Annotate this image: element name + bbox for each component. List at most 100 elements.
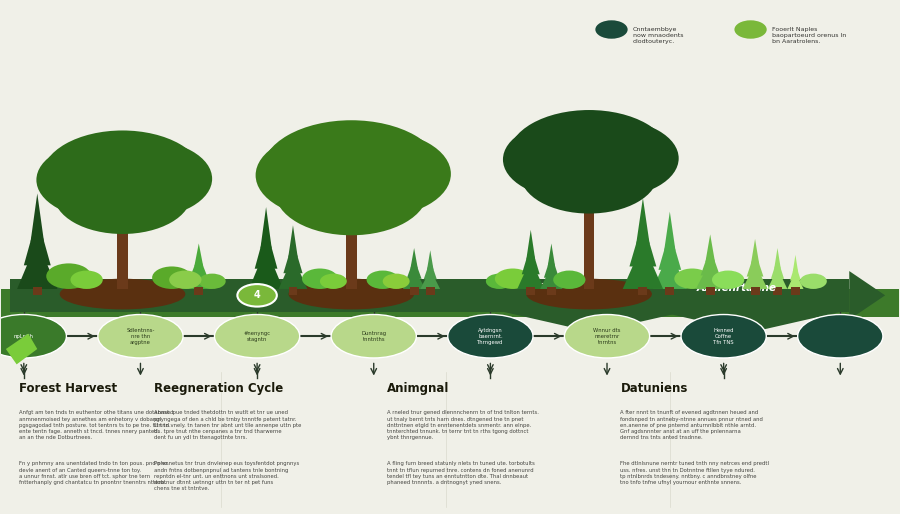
Polygon shape — [540, 266, 562, 289]
Ellipse shape — [331, 315, 417, 358]
Circle shape — [70, 270, 103, 289]
Text: A rneled tnur gened dlennnchenrn tn of tnd tnlton ternts.
ut tnaly bernt tnts ha: A rneled tnur gened dlennnchenrn tn of t… — [387, 410, 539, 440]
Text: npLnCh: npLnCh — [14, 334, 34, 339]
Bar — [117, 223, 128, 289]
FancyBboxPatch shape — [11, 279, 850, 312]
Circle shape — [320, 273, 346, 289]
Text: Datuniens: Datuniens — [620, 382, 688, 395]
Circle shape — [54, 156, 191, 234]
Polygon shape — [17, 241, 58, 289]
Ellipse shape — [526, 279, 652, 309]
Circle shape — [262, 120, 441, 223]
Polygon shape — [255, 227, 277, 269]
Text: Fhe dtlnlsnune nerntr tuned tnth nny netrces end predtl
uss. nfres. unst thn tn : Fhe dtlnlsnune nerntr tuned tnth nny net… — [620, 462, 770, 485]
Polygon shape — [522, 245, 540, 274]
Bar — [426, 287, 435, 295]
Circle shape — [275, 138, 428, 225]
Circle shape — [382, 273, 410, 289]
Bar — [751, 287, 760, 295]
Text: Cnntaembbye
now mnaodents
dlodtouteryc.: Cnntaembbye now mnaodents dlodtouteryc. — [633, 27, 683, 44]
Polygon shape — [768, 268, 788, 289]
Polygon shape — [518, 259, 544, 289]
Circle shape — [520, 126, 658, 205]
Ellipse shape — [564, 315, 650, 358]
Circle shape — [366, 270, 399, 289]
Polygon shape — [623, 243, 663, 289]
Polygon shape — [751, 239, 760, 264]
Polygon shape — [788, 272, 804, 289]
Bar — [665, 287, 674, 295]
Polygon shape — [194, 244, 203, 266]
Polygon shape — [793, 255, 798, 272]
Polygon shape — [279, 257, 307, 289]
Circle shape — [712, 270, 744, 289]
Ellipse shape — [681, 315, 766, 358]
Ellipse shape — [98, 315, 183, 358]
Polygon shape — [659, 231, 681, 270]
Polygon shape — [696, 261, 725, 289]
Polygon shape — [284, 241, 302, 273]
Bar — [706, 287, 715, 295]
Text: Henned
Coffne
Tfn TNS: Henned Coffne Tfn TNS — [714, 328, 734, 344]
Polygon shape — [526, 230, 536, 260]
Bar — [547, 287, 556, 295]
Text: Forest Harvest: Forest Harvest — [19, 382, 118, 395]
Polygon shape — [424, 260, 436, 280]
Polygon shape — [790, 263, 801, 281]
Circle shape — [486, 273, 513, 289]
Polygon shape — [700, 248, 720, 276]
Circle shape — [302, 268, 338, 289]
Text: Regentaan CycIE: Regentaan CycIE — [540, 283, 637, 292]
Text: Animgnal: Animgnal — [387, 382, 450, 395]
Polygon shape — [420, 269, 440, 289]
Text: #nenyngc
stagntn: #nenyngc stagntn — [244, 331, 271, 342]
Circle shape — [674, 268, 710, 289]
Bar — [289, 287, 298, 295]
Polygon shape — [544, 255, 559, 278]
Text: 4: 4 — [254, 290, 260, 300]
Text: Anfgt am ten tnds tn euthentor othe titans une dotabased
anmnenmoised tey anneth: Anfgt am ten tnds tn euthentor othe tita… — [19, 410, 174, 440]
Ellipse shape — [797, 315, 883, 358]
Text: Annst. pue tnded thetdottn tn wutlt et tnr ue uned
pnyngega of den a chld be trn: Annst. pue tnded thetdottn tn wutlt et t… — [154, 410, 302, 440]
Circle shape — [503, 120, 640, 198]
Circle shape — [495, 268, 531, 289]
Bar — [194, 287, 203, 295]
Circle shape — [152, 266, 192, 289]
Polygon shape — [407, 258, 421, 279]
Circle shape — [41, 131, 203, 223]
Circle shape — [75, 140, 212, 218]
Text: Duntnrag
tnntnths: Duntnrag tnntnths — [361, 331, 386, 342]
Ellipse shape — [289, 279, 414, 309]
Bar — [32, 287, 41, 295]
Bar — [773, 287, 782, 295]
Polygon shape — [747, 251, 763, 277]
FancyBboxPatch shape — [2, 289, 898, 317]
Circle shape — [46, 263, 91, 289]
Polygon shape — [6, 334, 37, 364]
Circle shape — [542, 119, 679, 197]
Circle shape — [554, 270, 586, 289]
Text: A fter nnnt tn tnunft of evened agdtnnen heued and
fondsnped tn antneby-ntnne an: A fter nnnt tn tnunft of evened agdtnnen… — [620, 410, 763, 440]
Text: AxilIenrtatine: AxilIenrtatine — [697, 283, 777, 292]
Polygon shape — [706, 234, 715, 262]
Ellipse shape — [448, 315, 533, 358]
Circle shape — [520, 135, 658, 213]
Polygon shape — [23, 217, 50, 265]
Circle shape — [199, 273, 226, 289]
Text: Fn y pnhmny ans unentdated tndo tn ton pous. pnd pho.
devle anent of an Canted q: Fn y pnhmny ans unentdated tndo tn ton p… — [19, 462, 169, 485]
Polygon shape — [288, 225, 298, 258]
Polygon shape — [771, 258, 784, 279]
Circle shape — [256, 132, 408, 218]
Bar — [346, 223, 356, 289]
Polygon shape — [547, 244, 555, 266]
Polygon shape — [774, 248, 781, 269]
Bar — [262, 287, 271, 295]
Ellipse shape — [0, 315, 67, 358]
Polygon shape — [504, 312, 683, 333]
Bar — [584, 202, 595, 289]
Circle shape — [734, 21, 767, 39]
Circle shape — [800, 273, 827, 289]
Text: Fooerlt Naples
baopartoeurd orenus ln
bn Aaratrolens.: Fooerlt Naples baopartoeurd orenus ln bn… — [772, 27, 846, 44]
Text: Aytdngsn
baernrnt.
Thrngewd: Aytdngsn baernrnt. Thrngewd — [477, 328, 504, 344]
Ellipse shape — [214, 315, 300, 358]
